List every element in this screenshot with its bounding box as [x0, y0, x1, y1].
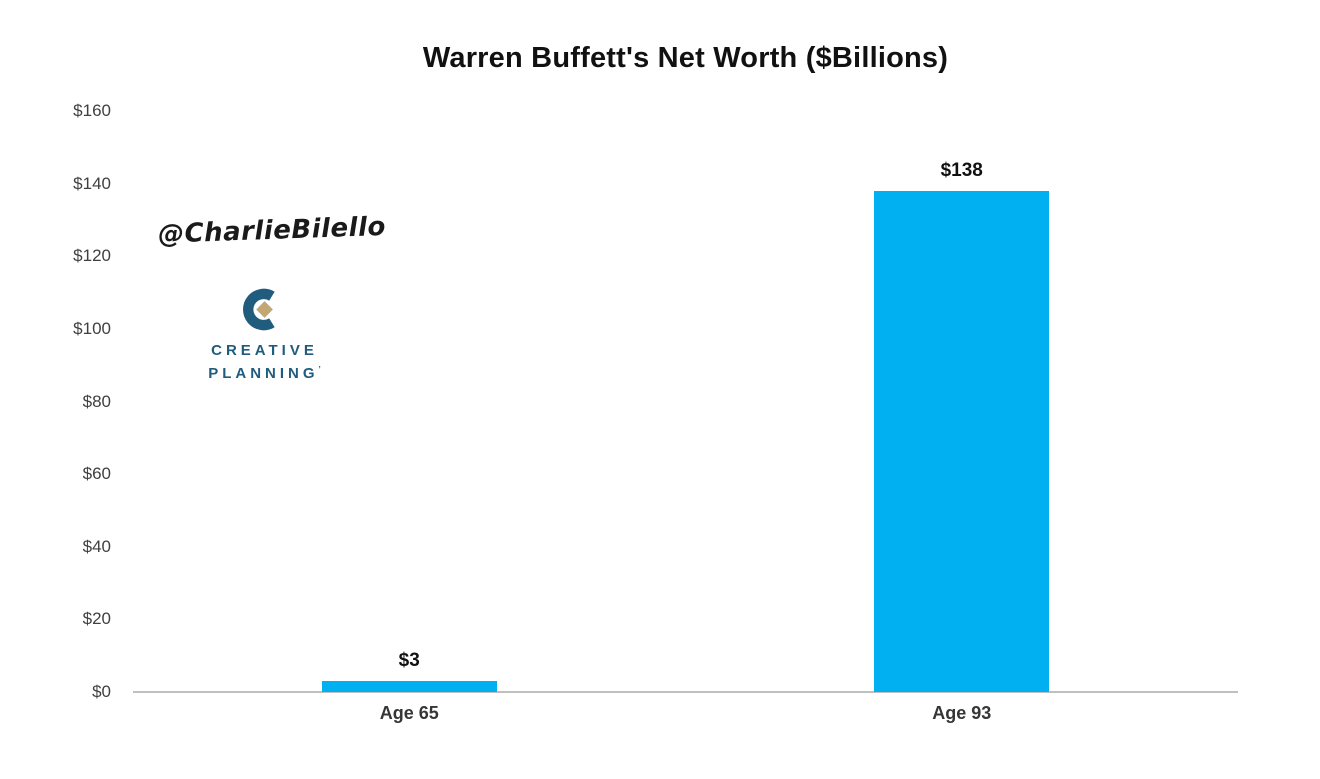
x-axis-category-label: Age 65 [379, 703, 439, 723]
y-axis-tick-label: $40 [82, 536, 111, 556]
x-axis-category-label: Age 93 [932, 703, 992, 723]
y-axis-tick-label: $120 [73, 246, 111, 266]
watermark-handle: @CharlieBilello [157, 211, 387, 250]
logo-line1: CREATIVE [211, 342, 318, 359]
logo-reg-mark: ’ [318, 365, 321, 374]
y-axis-tick-label: $140 [73, 173, 111, 193]
bar-age-93 [874, 190, 1050, 692]
y-axis-tick-label: $0 [92, 682, 111, 701]
creative-planning-logo-icon [243, 288, 275, 331]
y-axis-tick-label: $60 [82, 464, 111, 484]
chart-title: Warren Buffett's Net Worth ($Billions) [422, 42, 949, 74]
logo-line2: PLANNING [208, 365, 319, 382]
bar-age-65 [321, 681, 497, 692]
logo-diamond-icon [256, 301, 273, 318]
y-axis-tick-label: $100 [73, 318, 111, 338]
x-axis-line [133, 691, 1238, 693]
y-axis-tick-label: $160 [73, 101, 111, 120]
bar-value-label: $3 [398, 650, 420, 672]
y-axis-tick-label: $20 [82, 609, 111, 629]
bar-value-label: $138 [940, 159, 983, 181]
logo-c-arc [243, 288, 275, 331]
y-axis-tick-label: $80 [82, 391, 111, 411]
creative-planning-logo-text: CREATIVE PLANNING’ [182, 341, 347, 383]
